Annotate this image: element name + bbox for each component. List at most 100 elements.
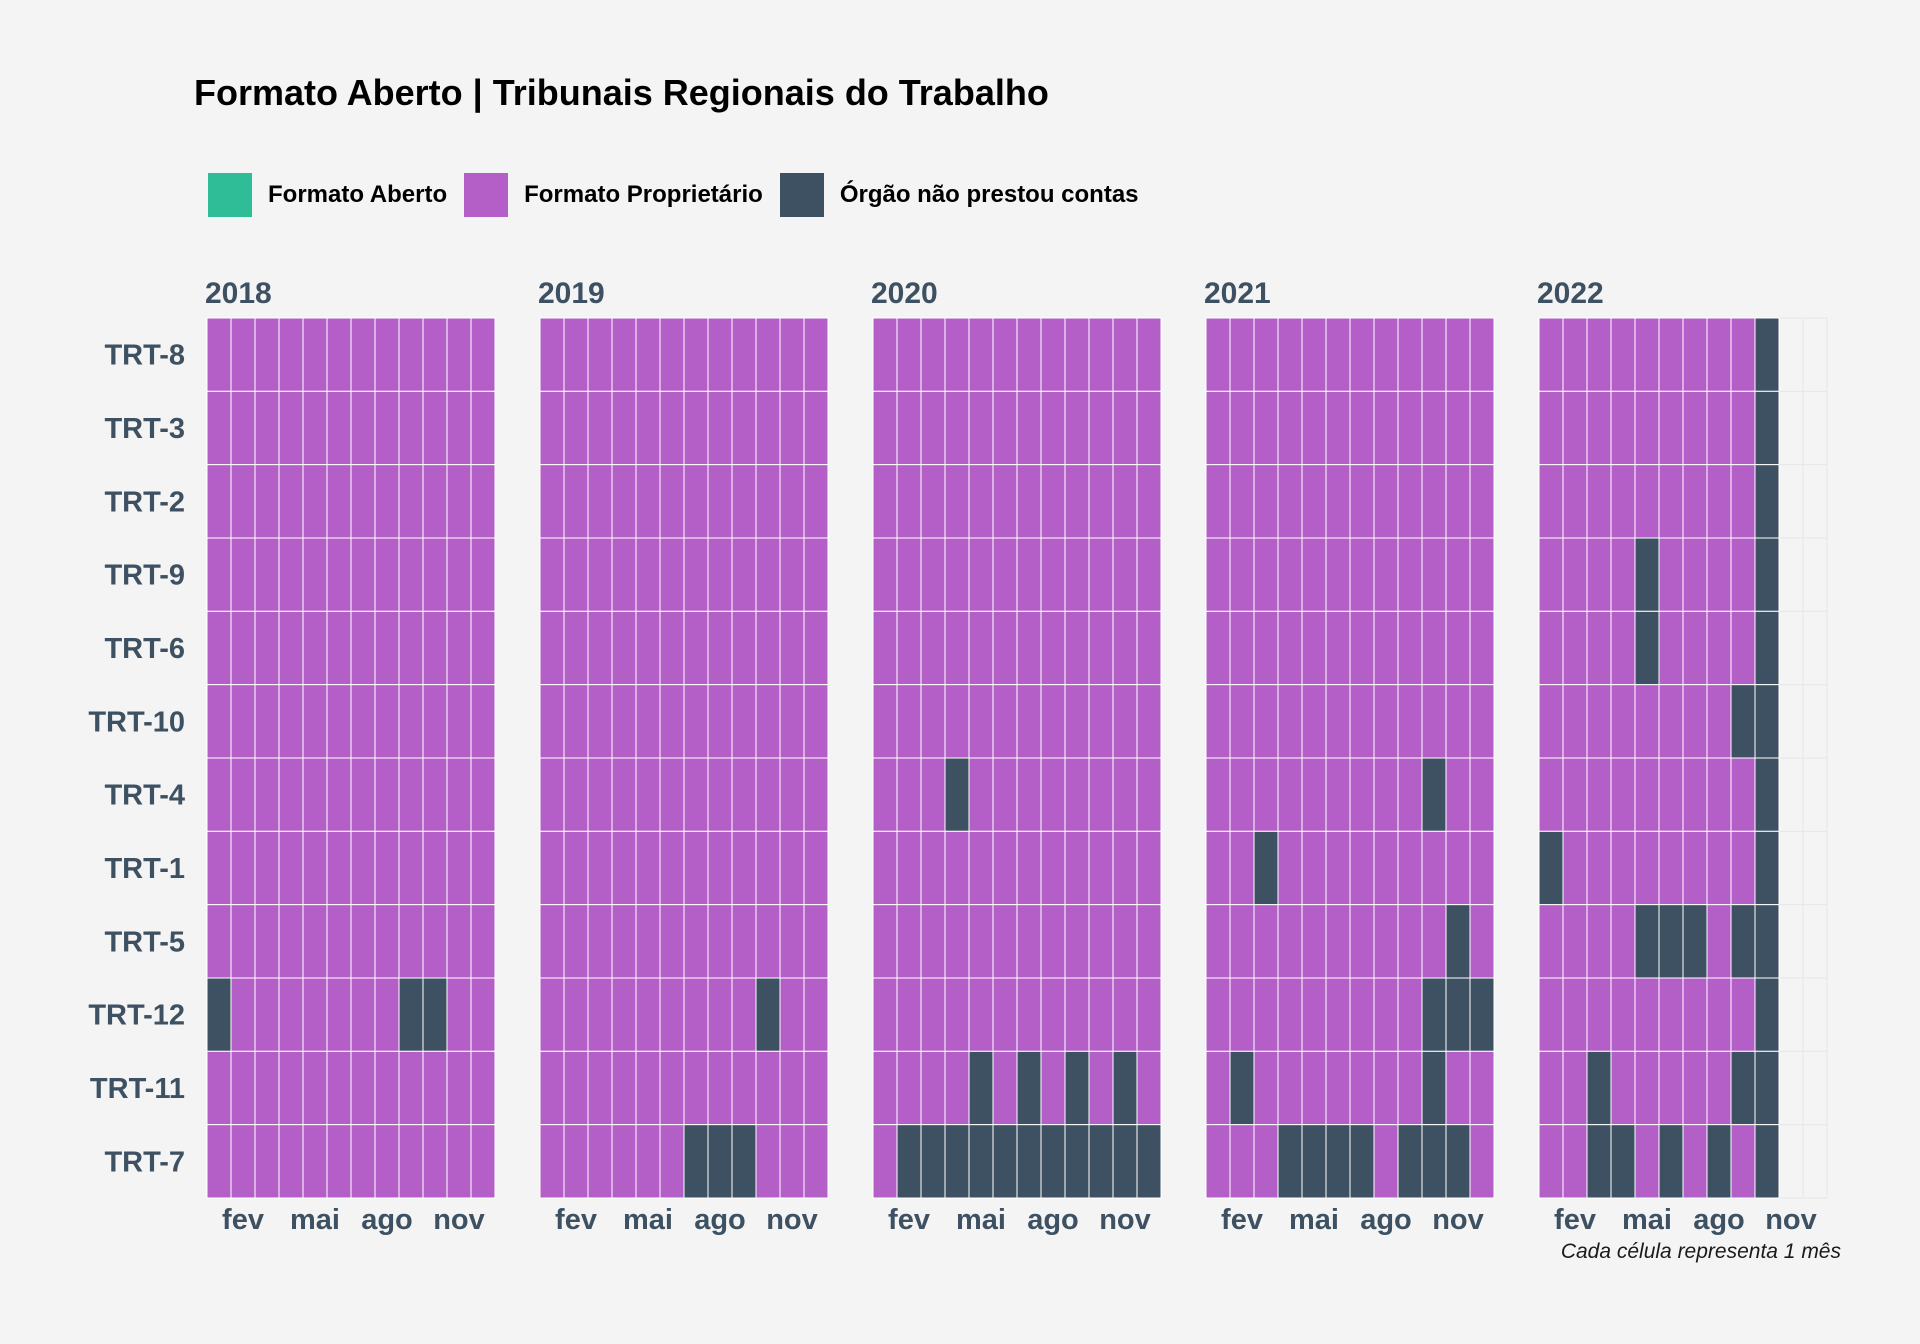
cell-2020-trt-4-m11 [1112, 757, 1138, 832]
x-tick-2022-mai: mai [1622, 1204, 1672, 1236]
cell-2018-trt-12-m2 [230, 977, 256, 1052]
cell-2022-trt-12-m9 [1730, 977, 1756, 1052]
cell-2019-trt-7-m2 [563, 1124, 589, 1199]
cell-2020-trt-6-m4 [944, 610, 970, 686]
cell-2021-trt-8-m12 [1469, 317, 1495, 392]
cell-2019-trt-1-m10 [755, 830, 781, 906]
cell-2019-trt-12-m1 [539, 977, 565, 1052]
x-tick-2022-ago: ago [1693, 1204, 1745, 1236]
cell-2020-trt-3-m4 [944, 390, 970, 466]
cell-2021-trt-8-m2 [1229, 317, 1255, 392]
cell-2019-trt-10-m9 [731, 684, 757, 759]
cell-2019-trt-3-m2 [563, 390, 589, 466]
cell-2021-trt-11-m2 [1229, 1050, 1255, 1126]
cell-2018-trt-2-m6 [326, 464, 352, 539]
cell-2019-trt-6-m1 [539, 610, 565, 686]
cell-2020-trt-6-m8 [1040, 610, 1066, 686]
cell-2018-trt-5-m2 [230, 904, 256, 979]
cell-2022-trt-2-m6 [1658, 464, 1684, 539]
cell-2022-trt-11-m8 [1706, 1050, 1732, 1126]
cell-2020-trt-8-m8 [1040, 317, 1066, 392]
x-tick-2021-mai: mai [1289, 1204, 1339, 1236]
cell-2019-trt-2-m5 [635, 464, 661, 539]
cell-2019-trt-3-m1 [539, 390, 565, 466]
cell-2018-trt-8-m7 [350, 317, 376, 392]
cell-2019-trt-10-m2 [563, 684, 589, 759]
cell-2020-trt-8-m3 [920, 317, 946, 392]
cell-2021-trt-6-m6 [1325, 610, 1351, 686]
cell-2019-trt-3-m5 [635, 390, 661, 466]
cell-2019-trt-9-m5 [635, 537, 661, 612]
cell-2018-trt-6-m6 [326, 610, 352, 686]
cell-2018-trt-11-m10 [422, 1050, 448, 1126]
cell-2021-trt-5-m11 [1445, 904, 1471, 979]
x-tick-2020-mai: mai [956, 1204, 1006, 1236]
x-tick-2019-mai: mai [623, 1204, 673, 1236]
cell-2021-trt-11-m6 [1325, 1050, 1351, 1126]
cell-2018-trt-5-m4 [278, 904, 304, 979]
cell-2018-trt-11-m5 [302, 1050, 328, 1126]
cell-2020-trt-3-m1 [872, 390, 898, 466]
cell-2022-trt-9-m7 [1682, 537, 1708, 612]
cell-2019-trt-12-m2 [563, 977, 589, 1052]
cell-2021-trt-11-m5 [1301, 1050, 1327, 1126]
cell-2019-trt-9-m7 [683, 537, 709, 612]
cell-2018-trt-7-m6 [326, 1124, 352, 1199]
cell-2020-trt-6-m3 [920, 610, 946, 686]
cell-2020-trt-9-m7 [1016, 537, 1042, 612]
cell-2022-trt-7-m4 [1610, 1124, 1636, 1199]
cell-2022-trt-1-m10 [1754, 830, 1780, 906]
cell-2021-trt-5-m4 [1277, 904, 1303, 979]
cell-2021-trt-11-m10 [1421, 1050, 1447, 1126]
cell-2022-trt-9-m1 [1538, 537, 1564, 612]
cell-2020-trt-10-m12 [1136, 684, 1162, 759]
cell-2022-trt-7-m5 [1634, 1124, 1660, 1199]
cell-2019-trt-8-m8 [707, 317, 733, 392]
cell-2021-trt-8-m6 [1325, 317, 1351, 392]
cell-2020-trt-6-m9 [1064, 610, 1090, 686]
cell-2022-trt-3-m5 [1634, 390, 1660, 466]
cell-2021-trt-4-m3 [1253, 757, 1279, 832]
cell-2022-trt-4-m5 [1634, 757, 1660, 832]
cell-2021-trt-9-m12 [1469, 537, 1495, 612]
cell-2020-trt-1-m4 [944, 830, 970, 906]
y-label-trt-8: TRT-8 [104, 340, 185, 372]
cell-2021-trt-2-m10 [1421, 464, 1447, 539]
cell-2022-trt-4-m7 [1682, 757, 1708, 832]
cell-2019-trt-5-m3 [587, 904, 613, 979]
chart-caption: Cada célula representa 1 mês [1560, 1240, 1841, 1263]
cell-2019-trt-1-m7 [683, 830, 709, 906]
cell-2020-trt-3-m3 [920, 390, 946, 466]
cell-2021-trt-10-m7 [1349, 684, 1375, 759]
cell-2018-trt-12-m3 [254, 977, 280, 1052]
legend-swatch-aberto [208, 173, 252, 217]
cell-2021-trt-3-m12 [1469, 390, 1495, 466]
cell-2019-trt-8-m6 [659, 317, 685, 392]
cell-2020-trt-2-m1 [872, 464, 898, 539]
cell-2020-trt-2-m8 [1040, 464, 1066, 539]
cell-2020-trt-5-m10 [1088, 904, 1114, 979]
cell-2020-trt-10-m2 [896, 684, 922, 759]
cell-2019-trt-4-m3 [587, 757, 613, 832]
cell-2019-trt-5-m4 [611, 904, 637, 979]
cell-2020-trt-12-m1 [872, 977, 898, 1052]
cell-2021-trt-9-m3 [1253, 537, 1279, 612]
cell-2020-trt-10-m10 [1088, 684, 1114, 759]
cell-2019-trt-4-m1 [539, 757, 565, 832]
cell-2018-trt-6-m12 [470, 610, 496, 686]
cell-2021-trt-10-m2 [1229, 684, 1255, 759]
legend-label-aberto: Formato Aberto [268, 181, 448, 208]
cell-2018-trt-3-m12 [470, 390, 496, 466]
cell-2021-trt-12-m9 [1397, 977, 1423, 1052]
cell-2022-trt-11-m9 [1730, 1050, 1756, 1126]
cell-2020-trt-12-m5 [968, 977, 994, 1052]
cell-2020-trt-1-m5 [968, 830, 994, 906]
cell-2021-trt-12-m12 [1469, 977, 1495, 1052]
cell-2022-trt-9-m3 [1586, 537, 1612, 612]
cell-2019-trt-7-m5 [635, 1124, 661, 1199]
cell-2021-trt-12-m4 [1277, 977, 1303, 1052]
cell-2022-trt-5-m9 [1730, 904, 1756, 979]
cell-2020-trt-11-m4 [944, 1050, 970, 1126]
cell-2020-trt-6-m10 [1088, 610, 1114, 686]
